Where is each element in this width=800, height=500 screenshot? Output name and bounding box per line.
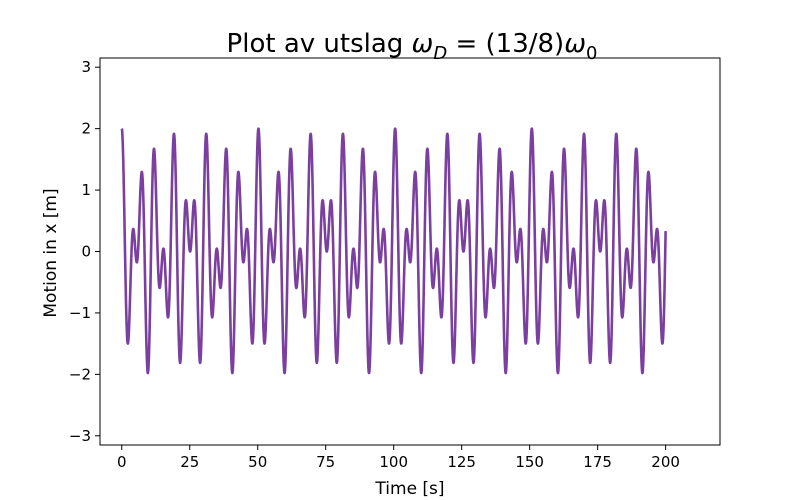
title-subscript-0: 0	[586, 43, 597, 64]
title-subscript-d: D	[433, 43, 447, 64]
x-axis-label: Time [s]	[374, 479, 444, 499]
y-tick-label: 1	[81, 181, 91, 199]
x-tick-label: 175	[583, 453, 612, 471]
y-axis-label: Motion in x [m]	[41, 188, 61, 317]
x-tick-label: 0	[117, 453, 127, 471]
plot-area	[99, 57, 721, 446]
title-omega-0: ω	[564, 29, 586, 59]
title-middle: = (13/8)	[447, 29, 564, 59]
x-axis: 0 25 50 75 100 125 150 175 200	[117, 445, 680, 471]
y-tick-label: −1	[69, 304, 91, 322]
y-tick-label: 2	[81, 120, 91, 138]
title-prefix: Plot av utslag	[227, 29, 412, 59]
x-tick-label: 50	[248, 453, 267, 471]
y-tick-label: 3	[81, 58, 91, 76]
title-omega-d: ω	[412, 29, 434, 59]
x-tick-label: 100	[379, 453, 408, 471]
y-axis: −3 −2 −1 0 1 2 3	[69, 58, 100, 445]
chart-title: Plot av utslag ωD = (13/8)ω0	[227, 29, 598, 64]
y-tick-label: −2	[69, 365, 91, 383]
x-tick-label: 150	[515, 453, 544, 471]
x-tick-label: 25	[180, 453, 199, 471]
series-line-0	[120, 127, 667, 375]
y-tick-label: −3	[69, 427, 91, 445]
x-tick-label: 125	[447, 453, 476, 471]
y-tick-label: 0	[81, 243, 91, 261]
x-tick-label: 200	[651, 453, 680, 471]
x-tick-label: 75	[316, 453, 335, 471]
